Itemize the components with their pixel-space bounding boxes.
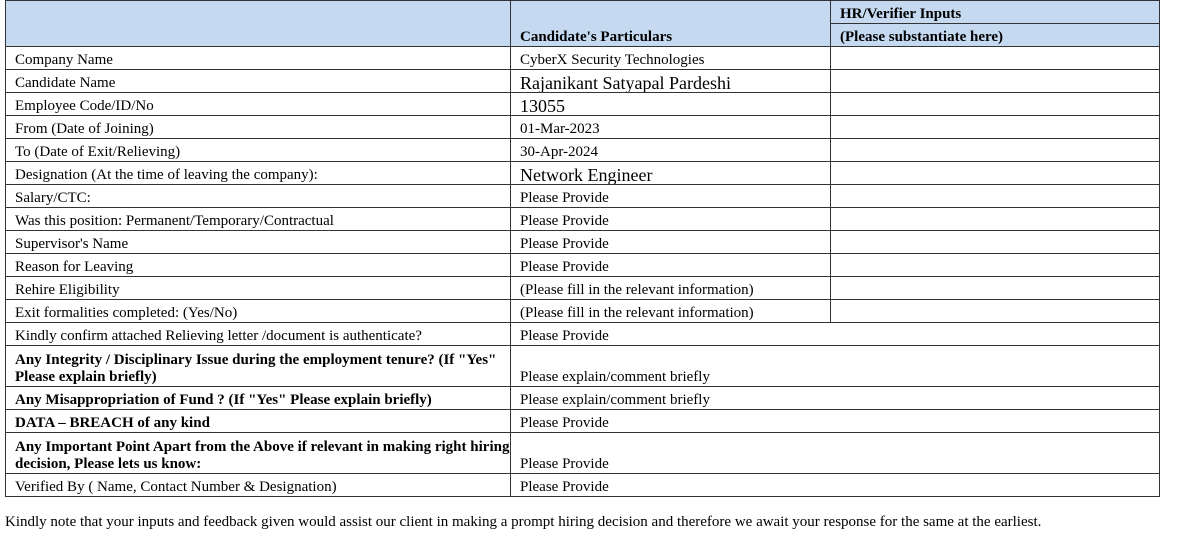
table-row: Salary/CTC: Please Provide <box>5 184 1160 208</box>
table-row: Designation (At the time of leaving the … <box>5 161 1160 185</box>
hr-input-cell[interactable] <box>830 69 1160 93</box>
table-row: Was this position: Permanent/Temporary/C… <box>5 207 1160 231</box>
hr-input-cell[interactable] <box>830 207 1160 231</box>
table-row: Any Integrity / Disciplinary Issue durin… <box>5 345 1160 387</box>
table-row: DATA – BREACH of any kind Please Provide <box>5 409 1160 433</box>
table-row: To (Date of Exit/Relieving) 30-Apr-2024 <box>5 138 1160 162</box>
table-row: Any Misappropriation of Fund ? (If "Yes"… <box>5 386 1160 410</box>
header-hr-verifier: HR/Verifier Inputs <box>830 0 1160 24</box>
table-row: Verified By ( Name, Contact Number & Des… <box>5 473 1160 497</box>
table-row: Employee Code/ID/No 13055 <box>5 92 1160 116</box>
header-candidate-particulars: Candidate's Particulars <box>510 0 831 47</box>
hr-input-cell[interactable] <box>830 276 1160 300</box>
hr-input-cell[interactable] <box>830 161 1160 185</box>
table-row: Reason for Leaving Please Provide <box>5 253 1160 277</box>
hr-input-cell[interactable] <box>830 92 1160 116</box>
hr-input-cell[interactable] <box>830 299 1160 323</box>
hr-input-cell[interactable] <box>830 184 1160 208</box>
table-row: Rehire Eligibility (Please fill in the re… <box>5 276 1160 300</box>
hr-input-cell[interactable] <box>830 138 1160 162</box>
footer-note: Kindly note that your inputs and feedbac… <box>5 514 1042 530</box>
table-row: Candidate Name Rajanikant Satyapal Pardes… <box>5 69 1160 93</box>
header-substantiate: (Please substantiate here) <box>830 23 1160 47</box>
table-row: Exit formalities completed: (Yes/No) (Ple… <box>5 299 1160 323</box>
header-blank <box>5 0 511 47</box>
hr-input-cell[interactable] <box>830 253 1160 277</box>
hr-input-cell[interactable] <box>830 115 1160 139</box>
hr-input-cell[interactable] <box>830 230 1160 254</box>
table-row: Supervisor's Name Please Provide <box>5 230 1160 254</box>
table-row: Any Important Point Apart from the Above… <box>5 432 1160 474</box>
verification-table: Candidate's Particulars HR/Verifier Inpu… <box>5 0 1160 497</box>
table-row: Kindly confirm attached Relieving letter… <box>5 322 1160 346</box>
table-row: From (Date of Joining) 01-Mar-2023 <box>5 115 1160 139</box>
table-row: Company Name CyberX Security Technologies <box>5 46 1160 70</box>
hr-input-cell[interactable] <box>830 46 1160 70</box>
